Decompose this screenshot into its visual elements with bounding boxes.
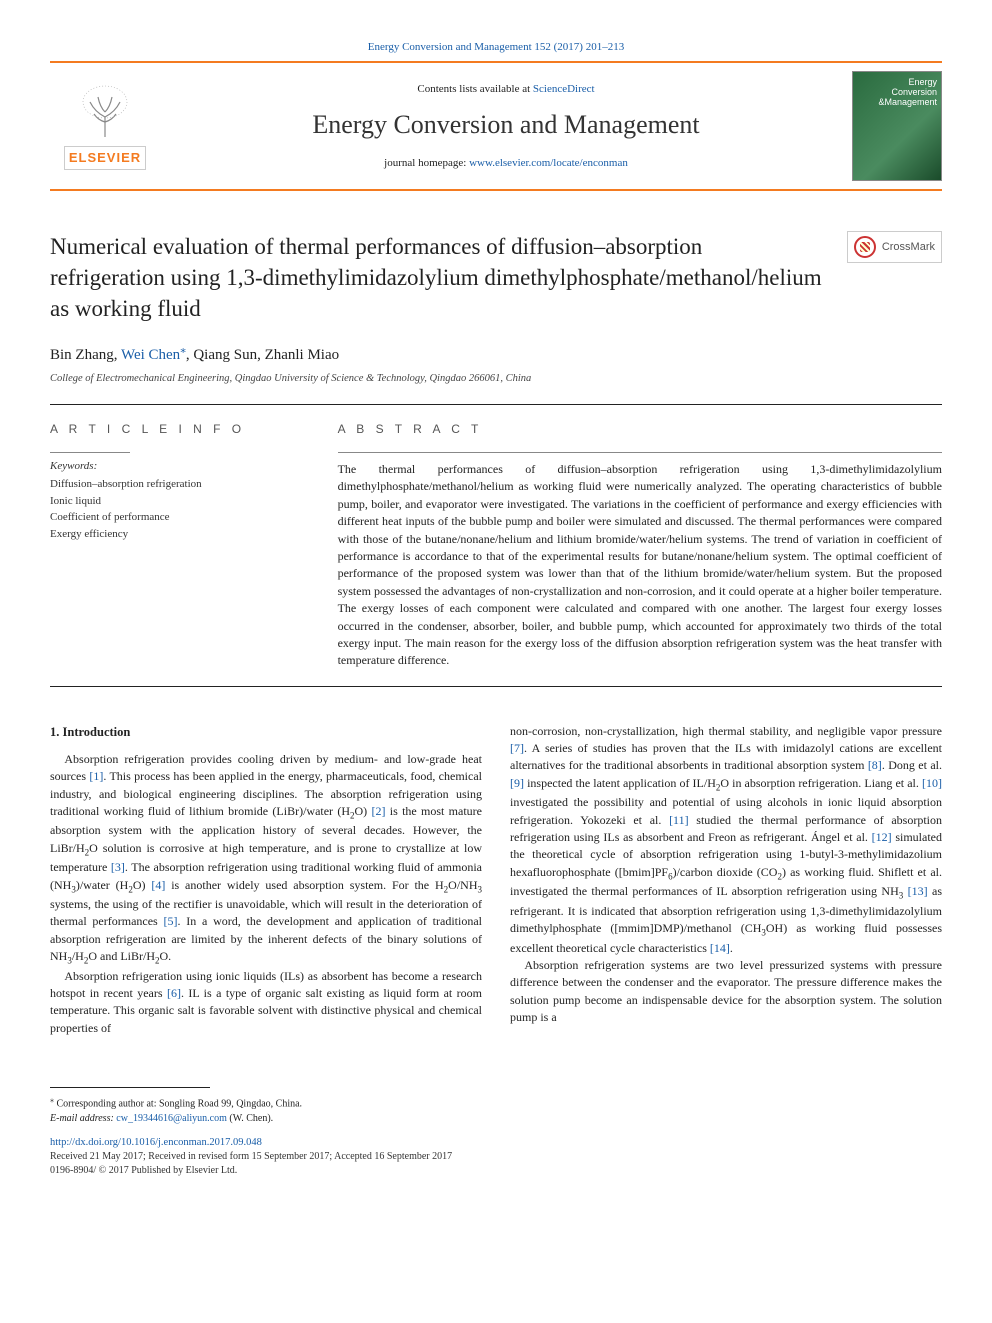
doi-link[interactable]: http://dx.doi.org/10.1016/j.enconman.201…	[50, 1137, 262, 1148]
ref-13[interactable]: [13]	[908, 884, 928, 898]
abstract-heading: A B S T R A C T	[338, 421, 942, 438]
body-two-column: 1. Introduction Absorption refrigeration…	[50, 723, 942, 1038]
crossmark-block[interactable]: CrossMark	[822, 231, 942, 324]
corresponding-note: ⁎ Corresponding author at: Songling Road…	[50, 1094, 942, 1111]
abstract-text: The thermal performances of diffusion–ab…	[338, 461, 942, 670]
keyword-3: Coefficient of performance	[50, 509, 298, 526]
footnote-rule	[50, 1087, 210, 1088]
ref-8[interactable]: [8]	[868, 758, 882, 772]
journal-banner: ELSEVIER Contents lists available at Sci…	[50, 61, 942, 191]
keyword-4: Exergy efficiency	[50, 526, 298, 543]
ref-7[interactable]: [7]	[510, 741, 524, 755]
keywords-label: Keywords:	[50, 459, 298, 474]
homepage-link[interactable]: www.elsevier.com/locate/enconman	[469, 157, 628, 169]
ref-4[interactable]: [4]	[151, 878, 165, 892]
ref-6[interactable]: [6]	[167, 986, 181, 1000]
ref-2[interactable]: [2]	[371, 804, 385, 818]
article-title: Numerical evaluation of thermal performa…	[50, 231, 822, 324]
keyword-1: Diffusion–absorption refrigeration	[50, 476, 298, 493]
publisher-name: ELSEVIER	[64, 146, 146, 170]
affiliation: College of Electromechanical Engineering…	[50, 372, 942, 387]
body-para-3: non-corrosion, non-crystallization, high…	[510, 723, 942, 957]
authors-rest: , Qiang Sun, Zhanli Miao	[186, 347, 339, 363]
abstract-column: A B S T R A C T The thermal performances…	[318, 405, 942, 685]
ref-11[interactable]: [11]	[669, 813, 689, 827]
ref-14[interactable]: [14]	[710, 941, 730, 955]
publisher-block: ELSEVIER	[50, 82, 160, 170]
author-corresponding[interactable]: Wei Chen	[121, 347, 180, 363]
authors-line: Bin Zhang, Wei Chen⁎, Qiang Sun, Zhanli …	[50, 343, 942, 366]
ref-12[interactable]: [12]	[872, 830, 892, 844]
author-1: Bin Zhang,	[50, 347, 121, 363]
section-heading-1: 1. Introduction	[50, 723, 482, 741]
ref-10[interactable]: [10]	[922, 776, 942, 790]
homepage-line: journal homepage: www.elsevier.com/locat…	[170, 156, 842, 171]
keyword-2: Ionic liquid	[50, 493, 298, 510]
journal-name: Energy Conversion and Management	[170, 107, 842, 143]
elsevier-tree-icon	[70, 82, 140, 142]
homepage-prefix: journal homepage:	[384, 157, 469, 169]
issn-line: 0196-8904/ © 2017 Published by Elsevier …	[50, 1164, 942, 1178]
sciencedirect-link[interactable]: ScienceDirect	[533, 83, 595, 95]
citation-link[interactable]: Energy Conversion and Management 152 (20…	[368, 41, 624, 53]
ref-1[interactable]: [1]	[89, 769, 103, 783]
email-link[interactable]: cw_19344616@aliyun.com	[116, 1113, 227, 1124]
crossmark-label: CrossMark	[882, 240, 935, 255]
ref-5[interactable]: [5]	[163, 914, 177, 928]
body-para-2: Absorption refrigeration using ionic liq…	[50, 968, 482, 1038]
body-para-1: Absorption refrigeration provides coolin…	[50, 751, 482, 968]
contents-line: Contents lists available at ScienceDirec…	[170, 82, 842, 97]
article-info-column: A R T I C L E I N F O Keywords: Diffusio…	[50, 405, 318, 685]
journal-cover-thumbnail: Energy Conversion &Management	[852, 71, 942, 181]
email-line: E-mail address: cw_19344616@aliyun.com (…	[50, 1112, 942, 1126]
cover-title-3: &Management	[857, 98, 937, 108]
doi-line: http://dx.doi.org/10.1016/j.enconman.201…	[50, 1136, 942, 1151]
article-info-heading: A R T I C L E I N F O	[50, 421, 298, 438]
abs-rule	[338, 452, 942, 453]
kw-rule	[50, 452, 130, 453]
body-para-4: Absorption refrigeration systems are two…	[510, 957, 942, 1027]
divider-bottom	[50, 686, 942, 687]
received-line: Received 21 May 2017; Received in revise…	[50, 1150, 942, 1164]
ref-9[interactable]: [9]	[510, 776, 524, 790]
ref-3[interactable]: [3]	[111, 860, 125, 874]
banner-center: Contents lists available at ScienceDirec…	[160, 78, 852, 175]
crossmark-icon	[854, 236, 876, 258]
contents-prefix: Contents lists available at	[417, 83, 532, 95]
citation-line: Energy Conversion and Management 152 (20…	[50, 40, 942, 55]
